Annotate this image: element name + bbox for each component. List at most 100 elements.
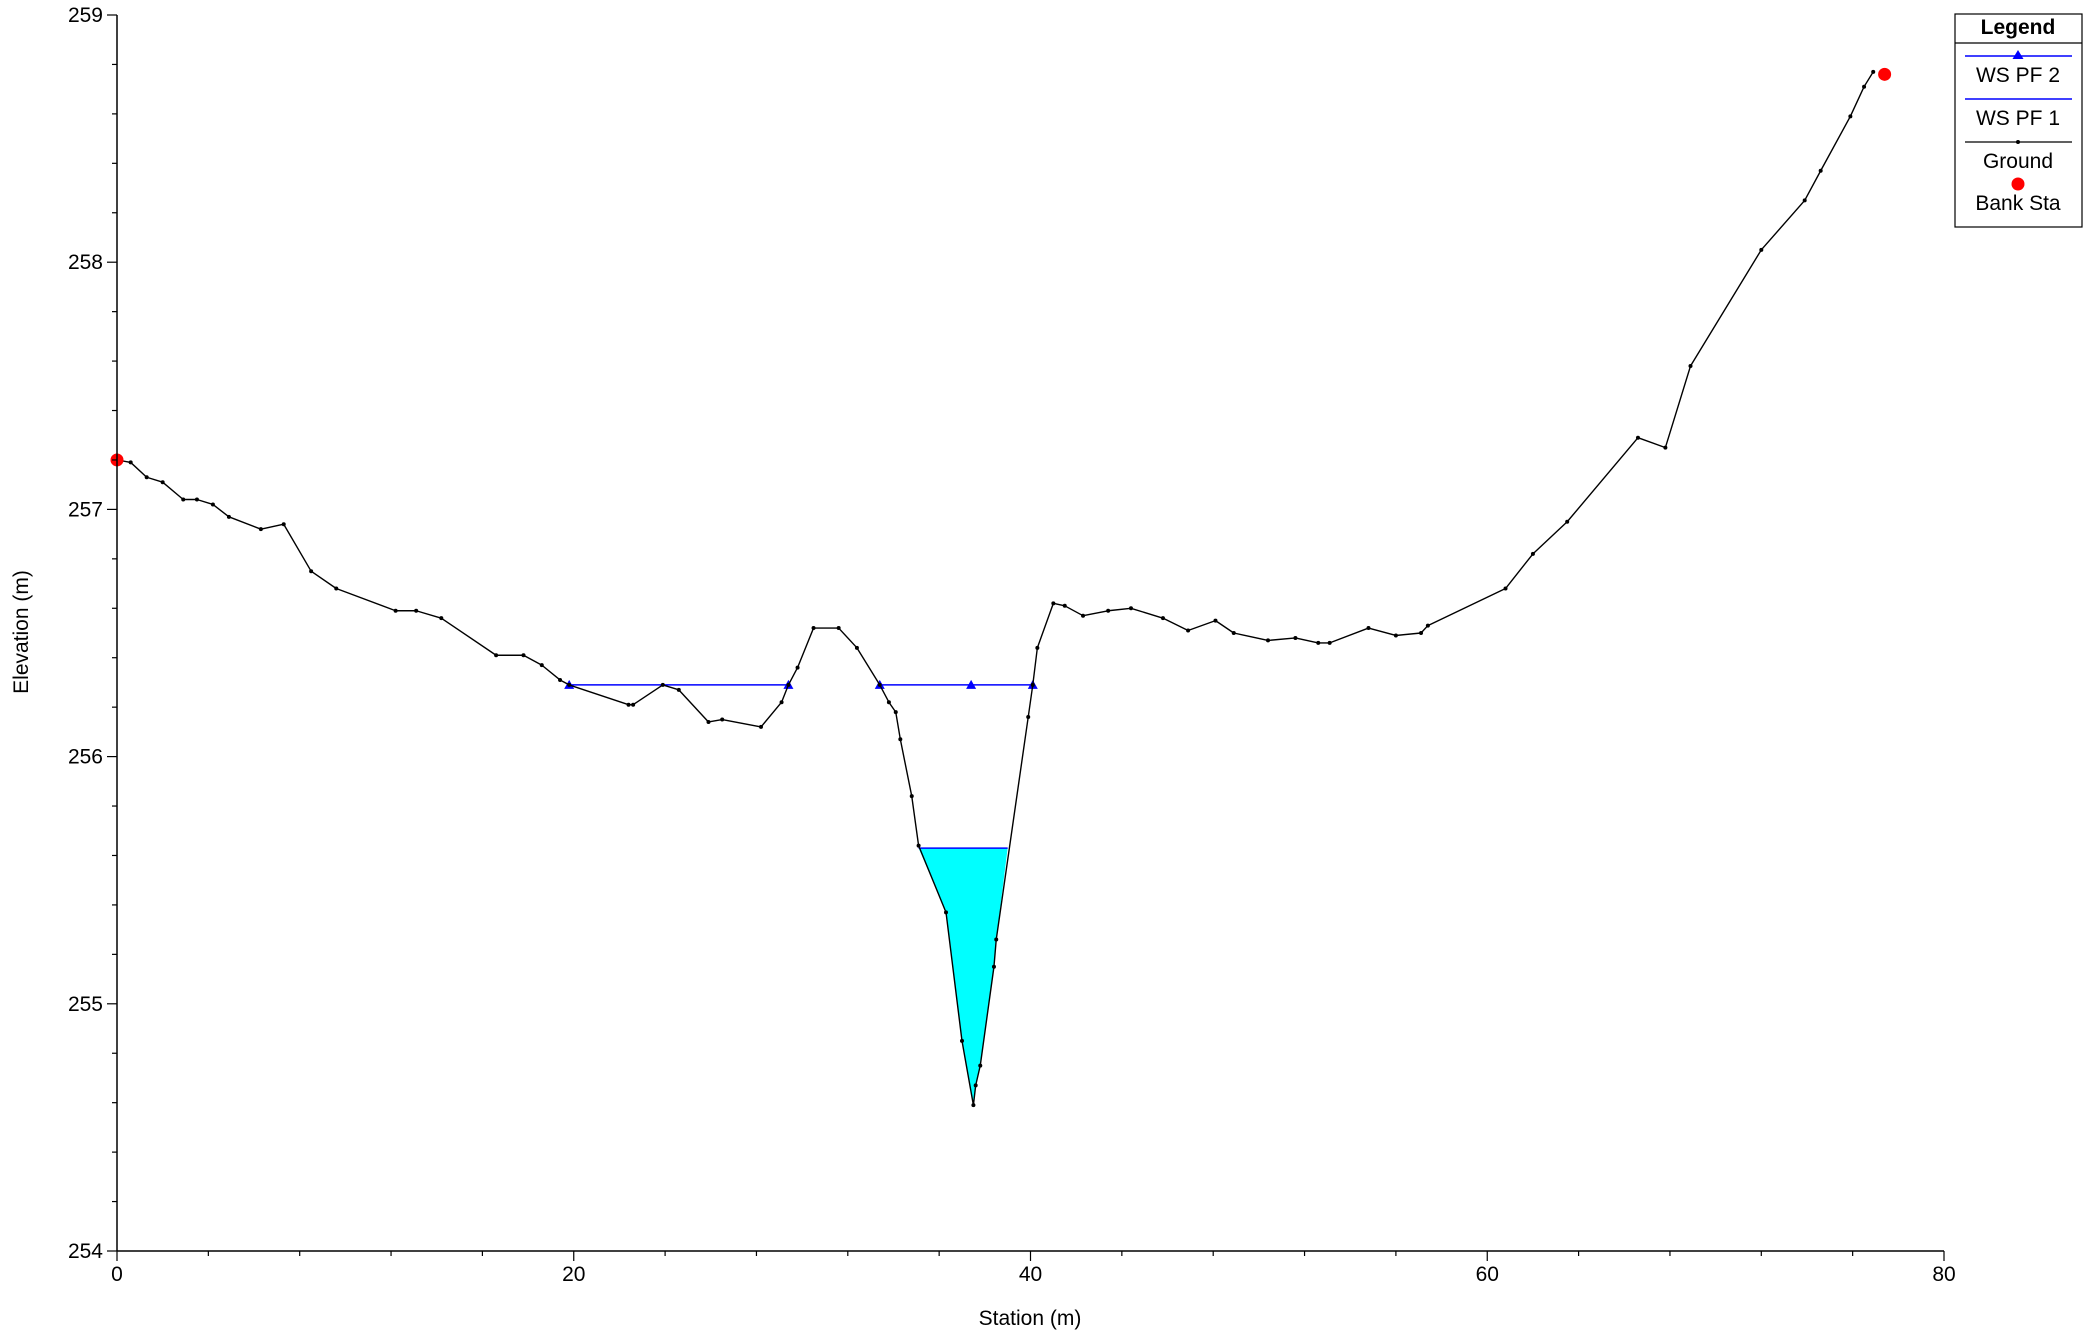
y-tick-label: 256 (68, 746, 103, 769)
ground-point (854, 645, 859, 650)
ground-point (194, 497, 199, 502)
legend-bank-sta-marker (2011, 177, 2025, 191)
ground-point (393, 608, 398, 613)
ws-pf2-marker (966, 679, 977, 689)
ground-point (973, 1083, 978, 1088)
ground-point (1871, 69, 1876, 74)
legend-ws-pf1-label: WS PF 1 (1976, 107, 2060, 130)
ground-point (1081, 613, 1086, 618)
ground-point (1293, 635, 1298, 640)
ground-point (795, 665, 800, 670)
ground-point (1848, 114, 1853, 119)
ground-point (160, 480, 165, 485)
ground-point (334, 586, 339, 591)
ground-point (414, 608, 419, 613)
ground-point (210, 502, 215, 507)
ground-point (631, 702, 636, 707)
ground-point (1035, 645, 1040, 650)
legend-box (1954, 13, 2083, 228)
ground-point (893, 710, 898, 715)
legend-ground-marker (2016, 140, 2020, 144)
ground-point (1366, 626, 1371, 631)
ground-point (1106, 608, 1111, 613)
ground-point (1635, 435, 1640, 440)
ground-point (1128, 606, 1133, 611)
ground-point (676, 687, 681, 692)
x-tick-label: 60 (1476, 1263, 1499, 1286)
bank-sta-marker (1878, 67, 1892, 81)
plot-area (110, 67, 1892, 1108)
ground-point (1062, 603, 1067, 608)
ground-point (226, 514, 231, 519)
ground-point (1802, 198, 1807, 203)
ground-point (439, 616, 444, 621)
ground-point (1393, 633, 1398, 638)
y-axis-title: Elevation (m) (10, 570, 33, 694)
legend-title: Legend (1981, 16, 2056, 39)
ground-point (521, 653, 526, 658)
y-tick-label: 259 (68, 4, 103, 27)
ws-pf1-water-fill (918, 848, 1008, 1106)
ground-point (1530, 551, 1535, 556)
ground-point (978, 1063, 983, 1068)
y-axis-ticks: 254 255 256 257 258 259 (68, 4, 117, 1263)
ground-point (916, 843, 921, 848)
ground-point (144, 475, 149, 480)
ground-point (1266, 638, 1271, 643)
ground-point (1231, 631, 1236, 635)
y-tick-label: 258 (68, 251, 103, 274)
x-tick-label: 40 (1019, 1263, 1042, 1286)
ground-point (1316, 640, 1321, 645)
ground-point (558, 677, 563, 682)
ground-point (567, 682, 572, 687)
ground-point (1503, 586, 1508, 591)
ground-point (1327, 640, 1332, 645)
ground-point (877, 682, 882, 687)
ground-point (1565, 519, 1570, 524)
legend-ws-pf2-marker (2012, 50, 2024, 59)
ground-point (959, 1038, 964, 1043)
legend-bank-sta-label: Bank Sta (1975, 192, 2061, 215)
ground-point (720, 717, 725, 722)
ground-point (1688, 364, 1693, 369)
ground-point (494, 653, 499, 658)
ground-point (886, 700, 891, 705)
ground-point (1160, 616, 1165, 621)
ground-point (836, 626, 841, 631)
ground-point (909, 794, 914, 799)
ground-point (991, 964, 996, 969)
ground-point (1862, 84, 1867, 89)
x-axis-ticks: 0 20 40 60 80 (111, 1251, 1956, 1286)
ground-point (309, 569, 314, 574)
ground-point (1213, 618, 1218, 623)
x-axis-title: Station (m) (979, 1307, 1082, 1330)
ground-point (971, 1103, 976, 1108)
ground-point (626, 702, 631, 707)
y-tick-label: 254 (68, 1240, 103, 1263)
legend: Legend WS PF 2 WS PF 1 Ground Bank Sta (1954, 13, 2083, 228)
ground-point (1759, 247, 1764, 252)
ground-point (1030, 682, 1035, 687)
x-tick-label: 0 (111, 1263, 123, 1286)
ground-point (258, 527, 263, 532)
ground-point (281, 522, 286, 527)
ground-point (1026, 715, 1031, 720)
ground-point (181, 497, 186, 502)
ground-point (1419, 631, 1424, 635)
y-tick-label: 257 (68, 498, 103, 521)
ground-point (128, 460, 133, 465)
ground-point (706, 719, 711, 724)
ground-point (1663, 445, 1668, 450)
x-tick-label: 20 (562, 1263, 585, 1286)
ground-point (660, 682, 665, 687)
ground-point (779, 700, 784, 705)
ground-point (539, 663, 544, 668)
ground-point (811, 626, 816, 631)
x-tick-label: 80 (1932, 1263, 1955, 1286)
y-tick-label: 255 (68, 993, 103, 1016)
legend-ground-label: Ground (1983, 150, 2053, 173)
ground-point (1425, 623, 1430, 628)
ground-point (1818, 168, 1823, 173)
legend-ws-pf2-label: WS PF 2 (1976, 64, 2060, 87)
